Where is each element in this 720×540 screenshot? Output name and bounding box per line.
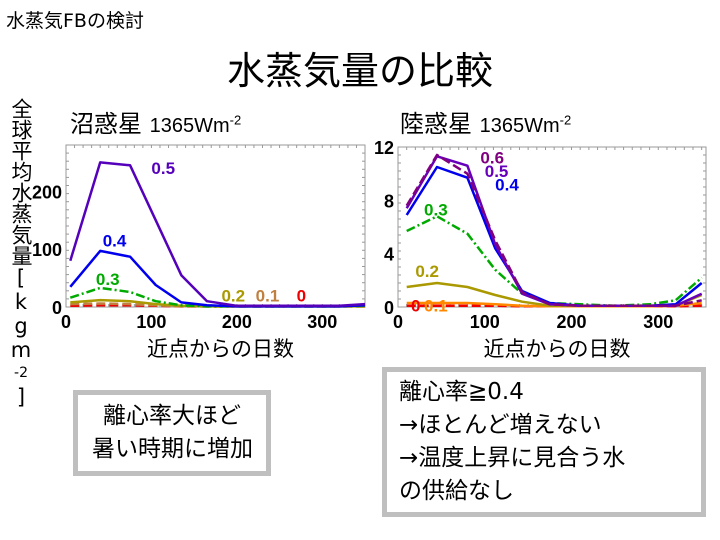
y-tick-label: 100 (32, 240, 62, 260)
note-box-right: 離心率≧0.4 →ほとんど増えない →温度上昇に見合う水 の供給なし (382, 367, 706, 517)
chart-title-swamp-unit-exp: -2 (229, 112, 242, 128)
y-tick-label: 0 (52, 298, 62, 318)
series-line-land-0_3 (406, 215, 703, 307)
y-axis-label-text: 全球平均水蒸気量[kgm (9, 98, 33, 362)
chart-title-land-unit: 1365Wm-2 (479, 112, 572, 137)
chart-title-swamp: 沼惑星 1365Wm-2 (70, 104, 241, 139)
series-label-land-0_1: 0.1 (424, 297, 448, 316)
chart-title-swamp-unit-text: 1365Wm (149, 115, 230, 137)
note-left-line: 暑い時期に増加 (92, 436, 253, 462)
note-left-line: 離心率大ほど (103, 403, 241, 429)
series-label-swamp-0_2: 0.2 (221, 286, 245, 305)
chart-title-land-unit-text: 1365Wm (479, 115, 560, 137)
x-tick-label: 100 (136, 312, 166, 332)
plot-frame-swamp (65, 144, 366, 308)
x-tick-label: 0 (393, 312, 403, 332)
series-label-land-0_3: 0.3 (424, 201, 448, 220)
y-axis-label: 全球平均水蒸気量[kgm -2] (6, 98, 33, 409)
series-label-swamp-0_3: 0.3 (96, 270, 120, 289)
y-tick-label: 0 (384, 298, 394, 318)
x-tick-label: 200 (556, 312, 586, 332)
y-axis-label-bracket: ] (9, 385, 33, 409)
note-box-left: 離心率大ほど 暑い時期に増加 (73, 390, 271, 476)
series-label-swamp-0_5: 0.5 (151, 159, 175, 178)
slide-title: 水蒸気量の比較 (226, 49, 493, 93)
y-axis-label-exponent: -2 (14, 365, 28, 381)
y-tick-label: 12 (374, 138, 394, 158)
series-label-swamp-0_4: 0.4 (103, 231, 127, 250)
chart-title-swamp-name: 沼惑星 (70, 110, 142, 138)
slide-subtitle: 水蒸気FBの検討 (6, 10, 144, 32)
chart-title-land: 陸惑星 1365Wm-2 (400, 104, 571, 139)
y-tick-label: 4 (384, 245, 394, 265)
series-line-swamp-0_5 (69, 161, 366, 308)
series-label-land-0_2: 0.2 (415, 262, 439, 281)
x-axis-label: 近点からの日数 (147, 337, 294, 361)
x-tick-label: 200 (222, 312, 252, 332)
chart-title-land-name: 陸惑星 (400, 110, 472, 138)
note-right-line: 離心率≧0.4 (399, 379, 524, 405)
chart-title-land-unit-exp: -2 (559, 112, 572, 128)
chart-title-swamp-unit: 1365Wm-2 (149, 112, 242, 137)
series-label-land-0_6: 0.6 (480, 149, 504, 168)
series-label-land-0_5: 0.5 (485, 162, 509, 181)
x-axis-label: 近点からの日数 (484, 337, 631, 361)
x-tick-label: 100 (470, 312, 500, 332)
series-label-swamp-0: 0 (297, 286, 306, 305)
x-tick-label: 300 (307, 312, 337, 332)
series-label-swamp-0_1: 0.1 (256, 286, 280, 305)
y-tick-label: 8 (384, 191, 394, 211)
series-label-land-0: 0 (411, 297, 420, 316)
series-line-land-0_6 (405, 153, 702, 307)
note-right-line: →温度上昇に見合う水 (399, 445, 626, 471)
series-label-land-0_4: 0.4 (495, 175, 519, 194)
y-tick-label: 200 (32, 182, 62, 202)
note-right-line: の供給なし (399, 478, 514, 504)
note-right-line: →ほとんど増えない (399, 412, 602, 438)
x-tick-label: 0 (61, 312, 71, 332)
x-tick-label: 300 (643, 312, 673, 332)
